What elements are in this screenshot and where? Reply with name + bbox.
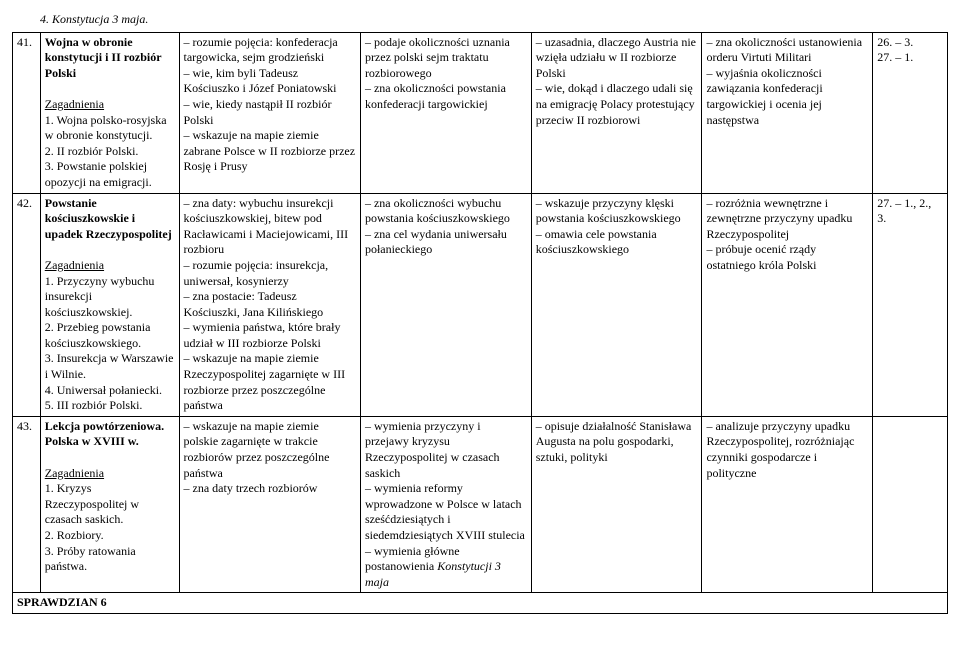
topic-items: 1. Wojna polsko-rosyjska w obronie konst… — [45, 113, 167, 189]
col-gives: – wymienia przyczyny i przejawy kryzysu … — [360, 416, 531, 593]
col-gives: – zna okoliczności wybuchu powstania koś… — [360, 193, 531, 416]
row-number: 42. — [13, 193, 41, 416]
top-note: 4. Konstytucja 3 maja. — [12, 12, 948, 28]
topic-title: Powstanie kościuszkowskie i upadek Rzecz… — [45, 196, 172, 241]
topic-subheading: Zagadnienia — [45, 466, 104, 480]
topic-cell: Wojna w obronie konstytucji i II rozbiór… — [40, 32, 179, 193]
col-knows: – analizuje przyczyny upadku Rzeczypospo… — [702, 416, 873, 593]
topic-cell: Lekcja powtórzeniowa. Polska w XVIII w. … — [40, 416, 179, 593]
table-row: 43. Lekcja powtórzeniowa. Polska w XVIII… — [13, 416, 948, 593]
curriculum-table: 41. Wojna w obronie konstytucji i II roz… — [12, 32, 948, 614]
exam-row: SPRAWDZIAN 6 — [13, 593, 948, 614]
col-understands: – wskazuje na mapie ziemie polskie zagar… — [179, 416, 360, 593]
col-understands: – rozumie pojęcia: konfederacja targowic… — [179, 32, 360, 193]
row-number: 41. — [13, 32, 41, 193]
reference-cell — [873, 416, 948, 593]
topic-title: Lekcja powtórzeniowa. Polska w XVIII w. — [45, 419, 164, 449]
table-row: 42. Powstanie kościuszkowskie i upadek R… — [13, 193, 948, 416]
topic-subheading: Zagadnienia — [45, 97, 104, 111]
topic-items: 1. Kryzys Rzeczypospolitej w czasach sas… — [45, 481, 139, 573]
topic-title: Wojna w obronie konstytucji i II rozbiór… — [45, 35, 162, 80]
topic-cell: Powstanie kościuszkowskie i upadek Rzecz… — [40, 193, 179, 416]
reference-cell: 26. – 3. 27. – 1. — [873, 32, 948, 193]
col-justifies: – wskazuje przyczyny klęski powstania ko… — [531, 193, 702, 416]
col-gives: – podaje okoliczności uznania przez pols… — [360, 32, 531, 193]
col-understands: – zna daty: wybuchu insurekcji kościuszk… — [179, 193, 360, 416]
exam-label: SPRAWDZIAN 6 — [13, 593, 948, 614]
col-justifies: – uzasadnia, dlaczego Austria nie wzięła… — [531, 32, 702, 193]
col-gives-text: – wymienia przyczyny i przejawy kryzysu … — [365, 419, 525, 573]
col-justifies: – opisuje działalność Stanisława Augusta… — [531, 416, 702, 593]
topic-items: 1. Przyczyny wybuchu insurekcji kościusz… — [45, 274, 174, 413]
table-row: 41. Wojna w obronie konstytucji i II roz… — [13, 32, 948, 193]
row-number: 43. — [13, 416, 41, 593]
reference-cell: 27. – 1., 2., 3. — [873, 193, 948, 416]
col-knows: – zna okoliczności ustanowienia orderu V… — [702, 32, 873, 193]
topic-subheading: Zagadnienia — [45, 258, 104, 272]
col-knows: – rozróżnia wewnętrzne i zewnętrzne przy… — [702, 193, 873, 416]
